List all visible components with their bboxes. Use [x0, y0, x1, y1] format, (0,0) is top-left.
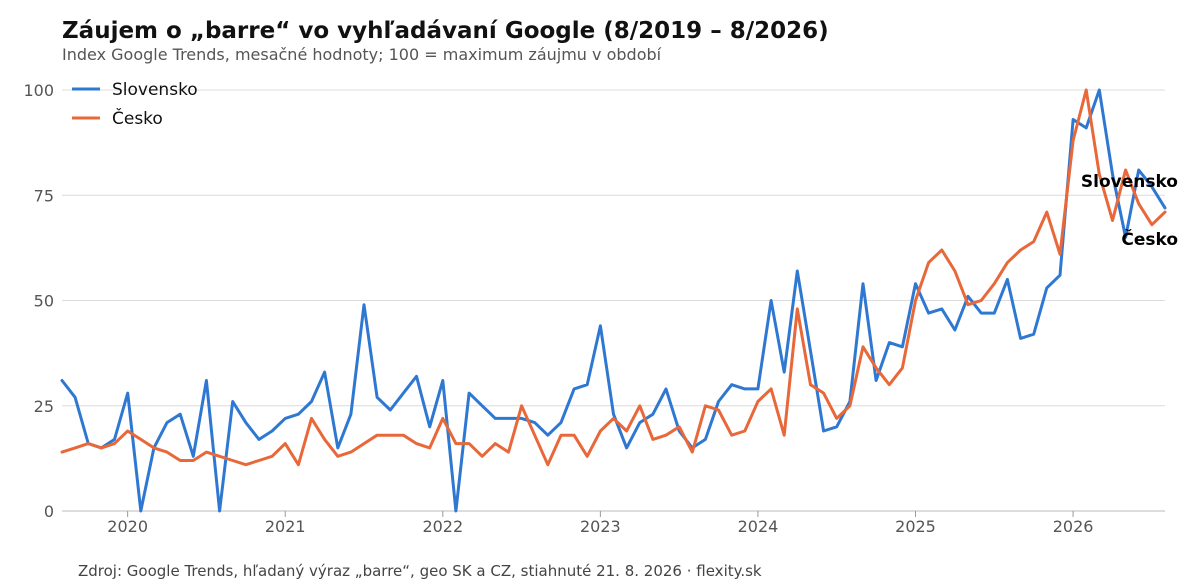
source-note: Zdroj: Google Trends, hľadaný výraz „bar… [78, 562, 762, 580]
x-tick-label-2024: 2024 [738, 517, 779, 536]
series-line-slovensko [60, 88, 1167, 513]
legend: Slovensko Česko [72, 80, 198, 129]
y-tick-label-25: 25 [34, 397, 54, 416]
x-tick-label-2020: 2020 [107, 517, 148, 536]
x-axis-ticks: 2020 2021 2022 2023 2024 2025 2026 [107, 511, 1093, 536]
x-tick-label-2025: 2025 [895, 517, 936, 536]
y-tick-label-50: 50 [34, 292, 54, 311]
chart-title: Záujem o „barre“ vo vyhľadávaní Google (… [62, 18, 829, 44]
x-tick-label-2021: 2021 [265, 517, 306, 536]
x-tick-label-2023: 2023 [580, 517, 621, 536]
series-lines [60, 88, 1167, 513]
legend-label-slovensko: Slovensko [112, 80, 198, 100]
y-tick-label-75: 75 [34, 186, 54, 205]
legend-label-cesko: Česko [112, 107, 163, 129]
end-label-slovensko: Slovensko [1081, 172, 1178, 192]
y-axis-ticks: 0 25 50 75 100 [23, 81, 54, 521]
y-tick-label-0: 0 [44, 502, 54, 521]
series-line-cesko [60, 88, 1167, 467]
chart-subtitle: Index Google Trends, mesačné hodnoty; 10… [62, 45, 662, 64]
end-label-cesko: Česko [1121, 228, 1178, 250]
x-tick-label-2022: 2022 [422, 517, 463, 536]
y-tick-label-100: 100 [23, 81, 54, 100]
x-tick-label-2026: 2026 [1053, 517, 1094, 536]
